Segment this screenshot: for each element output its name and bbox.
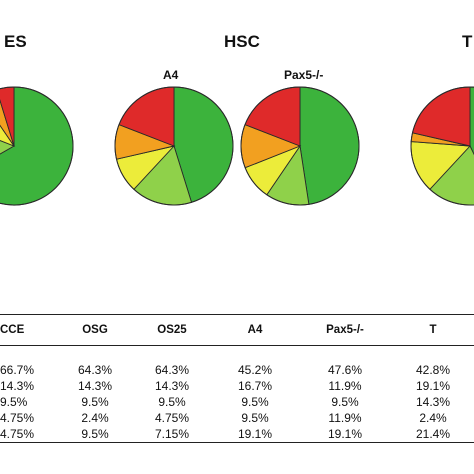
pie-outline — [240, 86, 360, 206]
table-cell: 4.75% — [0, 411, 35, 425]
table-row: 4.75% 9.5% 7.15% 19.1% 19.1% 21.4% — [0, 426, 474, 443]
table-row: 66.7% 64.3% 64.3% 45.2% 47.6% 42.8% — [0, 362, 474, 378]
group-label-es: ES — [4, 32, 27, 51]
table-cell: 9.5% — [0, 395, 28, 409]
table-row: 4.75% 2.4% 4.75% 9.5% 11.9% 2.4% — [0, 410, 474, 426]
table-cell: 64.3% — [154, 363, 190, 377]
pie-1 — [0, 86, 74, 206]
pie-slice — [469, 86, 474, 156]
table-cell: 2.4% — [81, 411, 109, 425]
table-cell: 11.9% — [328, 411, 362, 425]
pie-slice — [299, 86, 360, 205]
table-cell: 19.1% — [415, 379, 451, 393]
table-row: 14.3% 14.3% 14.3% 16.7% 11.9% 19.1% — [0, 378, 474, 394]
table-cell: 64.3% — [77, 363, 113, 377]
pie-label-a4: A4 — [163, 68, 179, 82]
pie-charts — [0, 86, 474, 206]
pie-3 — [240, 86, 360, 206]
table-cell: 9.5% — [158, 395, 186, 409]
header-t: T — [429, 324, 437, 336]
table-header-row: CCE OSG OS25 A4 Pax5-/- T — [0, 314, 474, 346]
table-cell: 9.5% — [241, 395, 269, 409]
group-label-hsc: HSC — [224, 32, 260, 51]
group-label-t: T — [462, 32, 473, 51]
pie-label-pax5: Pax5-/- — [284, 68, 324, 82]
table-cell: 11.9% — [328, 379, 362, 393]
table-cell: 45.2% — [237, 363, 273, 377]
table-cell: 2.4% — [419, 411, 447, 425]
pie-outline — [0, 86, 74, 206]
table-cell: 14.3% — [0, 379, 35, 393]
table-cell: 14.3% — [77, 379, 113, 393]
header-pax5: Pax5-/- — [326, 324, 364, 336]
table-cell: 9.5% — [81, 395, 109, 409]
table-cell: 4.75% — [154, 411, 190, 425]
pie-slice — [0, 139, 16, 155]
pie-4 — [410, 86, 474, 206]
pie-outline — [410, 86, 474, 206]
table-cell: 21.4% — [415, 427, 451, 441]
table-cell: 9.5% — [81, 427, 109, 441]
header-osg: OSG — [82, 324, 108, 336]
table-cell: 16.7% — [237, 379, 273, 393]
header-os25: OS25 — [157, 324, 187, 336]
table-cell: 4.75% — [0, 427, 35, 441]
table-cell: 47.6% — [327, 363, 363, 377]
table-cell: 42.8% — [415, 363, 451, 377]
table-cell: 19.1% — [237, 427, 273, 441]
table-row: 9.5% 9.5% 9.5% 9.5% 9.5% 14.3% — [0, 394, 474, 410]
header-cce: CCE — [0, 324, 25, 336]
table-cell: 7.15% — [154, 427, 190, 441]
pie-outline — [114, 86, 234, 206]
table-cell: 9.5% — [241, 411, 269, 425]
header-a4: A4 — [247, 324, 263, 336]
percentage-table: CCE OSG OS25 A4 Pax5-/- T 66.7% 64.3% 64… — [0, 314, 474, 443]
table-cell: 9.5% — [331, 395, 359, 409]
pie-2 — [114, 86, 234, 206]
table-cell: 19.1% — [327, 427, 363, 441]
table-cell: 66.7% — [0, 363, 35, 377]
table-cell: 14.3% — [154, 379, 190, 393]
table-cell: 14.3% — [415, 395, 451, 409]
